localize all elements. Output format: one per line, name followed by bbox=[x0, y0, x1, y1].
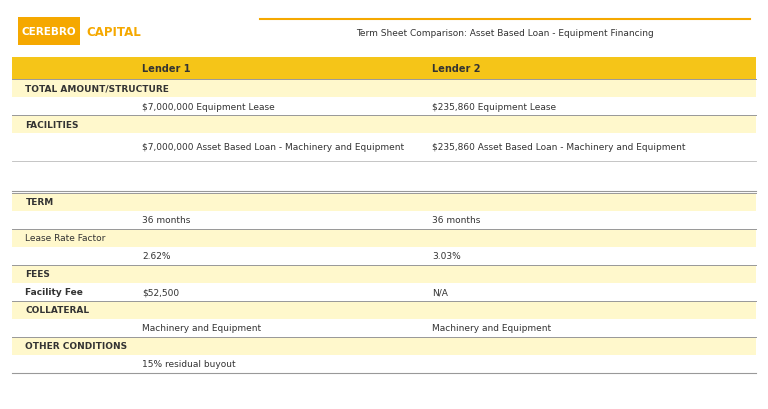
Text: $7,000,000 Equipment Lease: $7,000,000 Equipment Lease bbox=[142, 102, 275, 111]
Text: 36 months: 36 months bbox=[432, 216, 481, 225]
Text: Term Sheet Comparison: Asset Based Loan - Equipment Financing: Term Sheet Comparison: Asset Based Loan … bbox=[356, 29, 654, 38]
Text: 15% residual buyout: 15% residual buyout bbox=[142, 360, 236, 369]
Bar bbox=[12, 162, 756, 189]
Text: N/A: N/A bbox=[432, 288, 449, 297]
Bar bbox=[12, 193, 756, 211]
Text: $52,500: $52,500 bbox=[142, 288, 179, 297]
Bar bbox=[12, 355, 756, 373]
Bar bbox=[12, 319, 756, 337]
Text: Lease Rate Factor: Lease Rate Factor bbox=[25, 234, 106, 243]
Text: FEES: FEES bbox=[25, 270, 50, 279]
Bar bbox=[12, 211, 756, 229]
Bar bbox=[12, 229, 756, 247]
Text: $7,000,000 Asset Based Loan - Machinery and Equipment: $7,000,000 Asset Based Loan - Machinery … bbox=[142, 143, 404, 152]
Text: TOTAL AMOUNT/STRUCTURE: TOTAL AMOUNT/STRUCTURE bbox=[25, 84, 169, 93]
Text: Machinery and Equipment: Machinery and Equipment bbox=[432, 324, 551, 333]
Text: $235,860 Equipment Lease: $235,860 Equipment Lease bbox=[432, 102, 557, 111]
Text: Machinery and Equipment: Machinery and Equipment bbox=[142, 324, 261, 333]
Bar bbox=[12, 116, 756, 134]
Bar bbox=[12, 301, 756, 319]
Bar bbox=[12, 337, 756, 355]
Text: CAPITAL: CAPITAL bbox=[86, 25, 141, 38]
Text: FACILITIES: FACILITIES bbox=[25, 120, 79, 129]
Text: 2.62%: 2.62% bbox=[142, 252, 170, 261]
Bar bbox=[12, 58, 756, 80]
Text: CEREBRO: CEREBRO bbox=[22, 27, 76, 37]
Bar bbox=[12, 80, 756, 98]
Text: 36 months: 36 months bbox=[142, 216, 190, 225]
Bar bbox=[12, 247, 756, 265]
Text: Lender 1: Lender 1 bbox=[142, 64, 190, 74]
Text: OTHER CONDITIONS: OTHER CONDITIONS bbox=[25, 342, 127, 351]
Text: Lender 2: Lender 2 bbox=[432, 64, 481, 74]
Bar bbox=[18, 18, 80, 46]
Text: COLLATERAL: COLLATERAL bbox=[25, 306, 90, 315]
Text: TERM: TERM bbox=[25, 198, 54, 207]
Text: 3.03%: 3.03% bbox=[432, 252, 461, 261]
Bar bbox=[12, 134, 756, 162]
Bar bbox=[12, 283, 756, 301]
Bar bbox=[12, 98, 756, 116]
Text: $235,860 Asset Based Loan - Machinery and Equipment: $235,860 Asset Based Loan - Machinery an… bbox=[432, 143, 686, 152]
Bar bbox=[12, 265, 756, 283]
Text: Facility Fee: Facility Fee bbox=[25, 288, 83, 297]
